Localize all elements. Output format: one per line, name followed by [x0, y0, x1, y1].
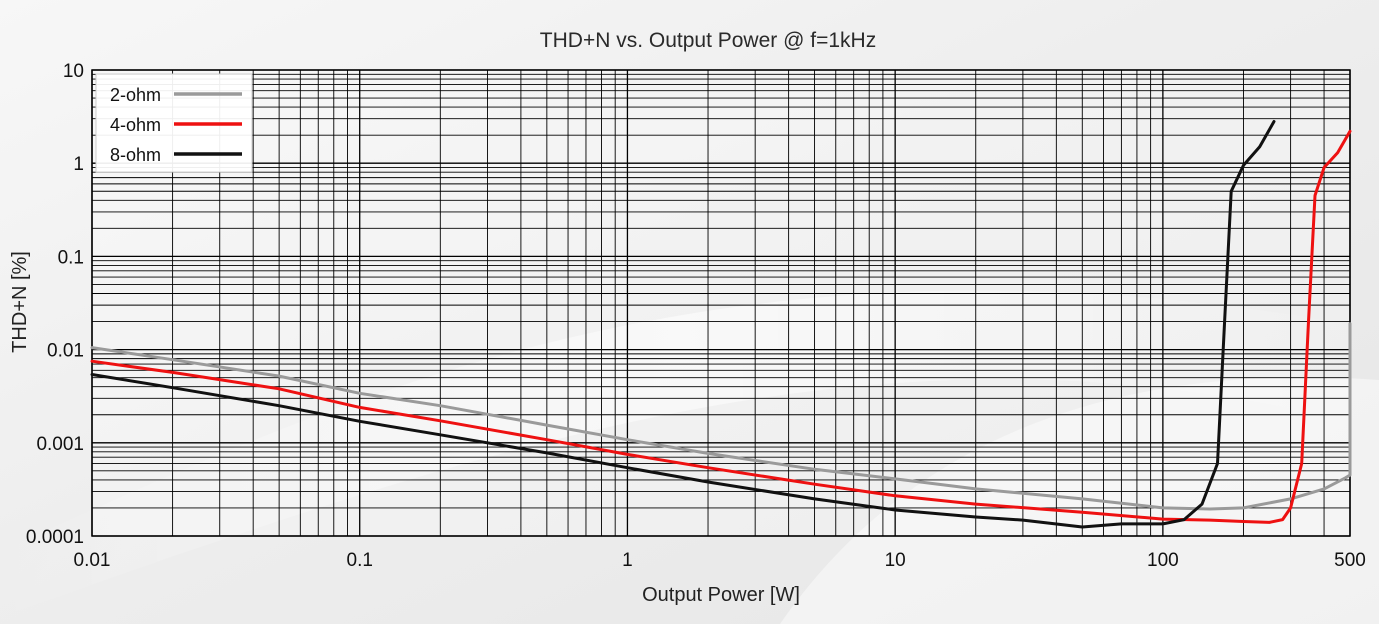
- x-tick-label: 100: [1147, 550, 1179, 571]
- y-tick-label: 0.01: [47, 341, 84, 362]
- series-line-2-ohm: [90, 322, 1352, 511]
- y-tick-label: 1: [73, 154, 84, 175]
- chart-title: THD+N vs. Output Power @ f=1kHz: [540, 29, 876, 52]
- y-axis-ticks: 10 1 0.1 0.01 0.001 0.0001: [26, 61, 84, 548]
- y-tick-label: 0.1: [58, 247, 84, 268]
- background-swoosh-2: [780, 377, 1379, 624]
- plot-background: [92, 70, 1350, 536]
- legend: 2-ohm 4-ohm 8-ohm: [95, 73, 253, 173]
- y-tick-label: 0.001: [36, 434, 84, 455]
- y-tick-label: 10: [63, 61, 84, 82]
- x-tick-label: 0.1: [347, 550, 373, 571]
- y-axis-label: THD+N [%]: [9, 251, 31, 353]
- x-tick-label: 1: [622, 550, 633, 571]
- data-series: [90, 120, 1352, 529]
- legend-label: 8-ohm: [110, 145, 161, 165]
- plot-area: [92, 70, 1350, 536]
- series-line-4-ohm: [90, 129, 1352, 524]
- x-axis-ticks: 0.01 0.1 1 10 100 500: [74, 550, 1366, 571]
- y-tick-label: 0.0001: [26, 527, 84, 548]
- legend-label: 4-ohm: [110, 115, 161, 135]
- background-swoosh: [0, 290, 1379, 617]
- x-tick-label: 500: [1334, 550, 1366, 571]
- plot-border: [91, 69, 1351, 537]
- series-line-8-ohm: [90, 120, 1276, 529]
- grid-lines: [91, 69, 1351, 537]
- x-axis-label: Output Power [W]: [642, 584, 800, 606]
- x-tick-label: 0.01: [74, 550, 111, 571]
- legend-label: 2-ohm: [110, 85, 161, 105]
- x-tick-label: 10: [885, 550, 906, 571]
